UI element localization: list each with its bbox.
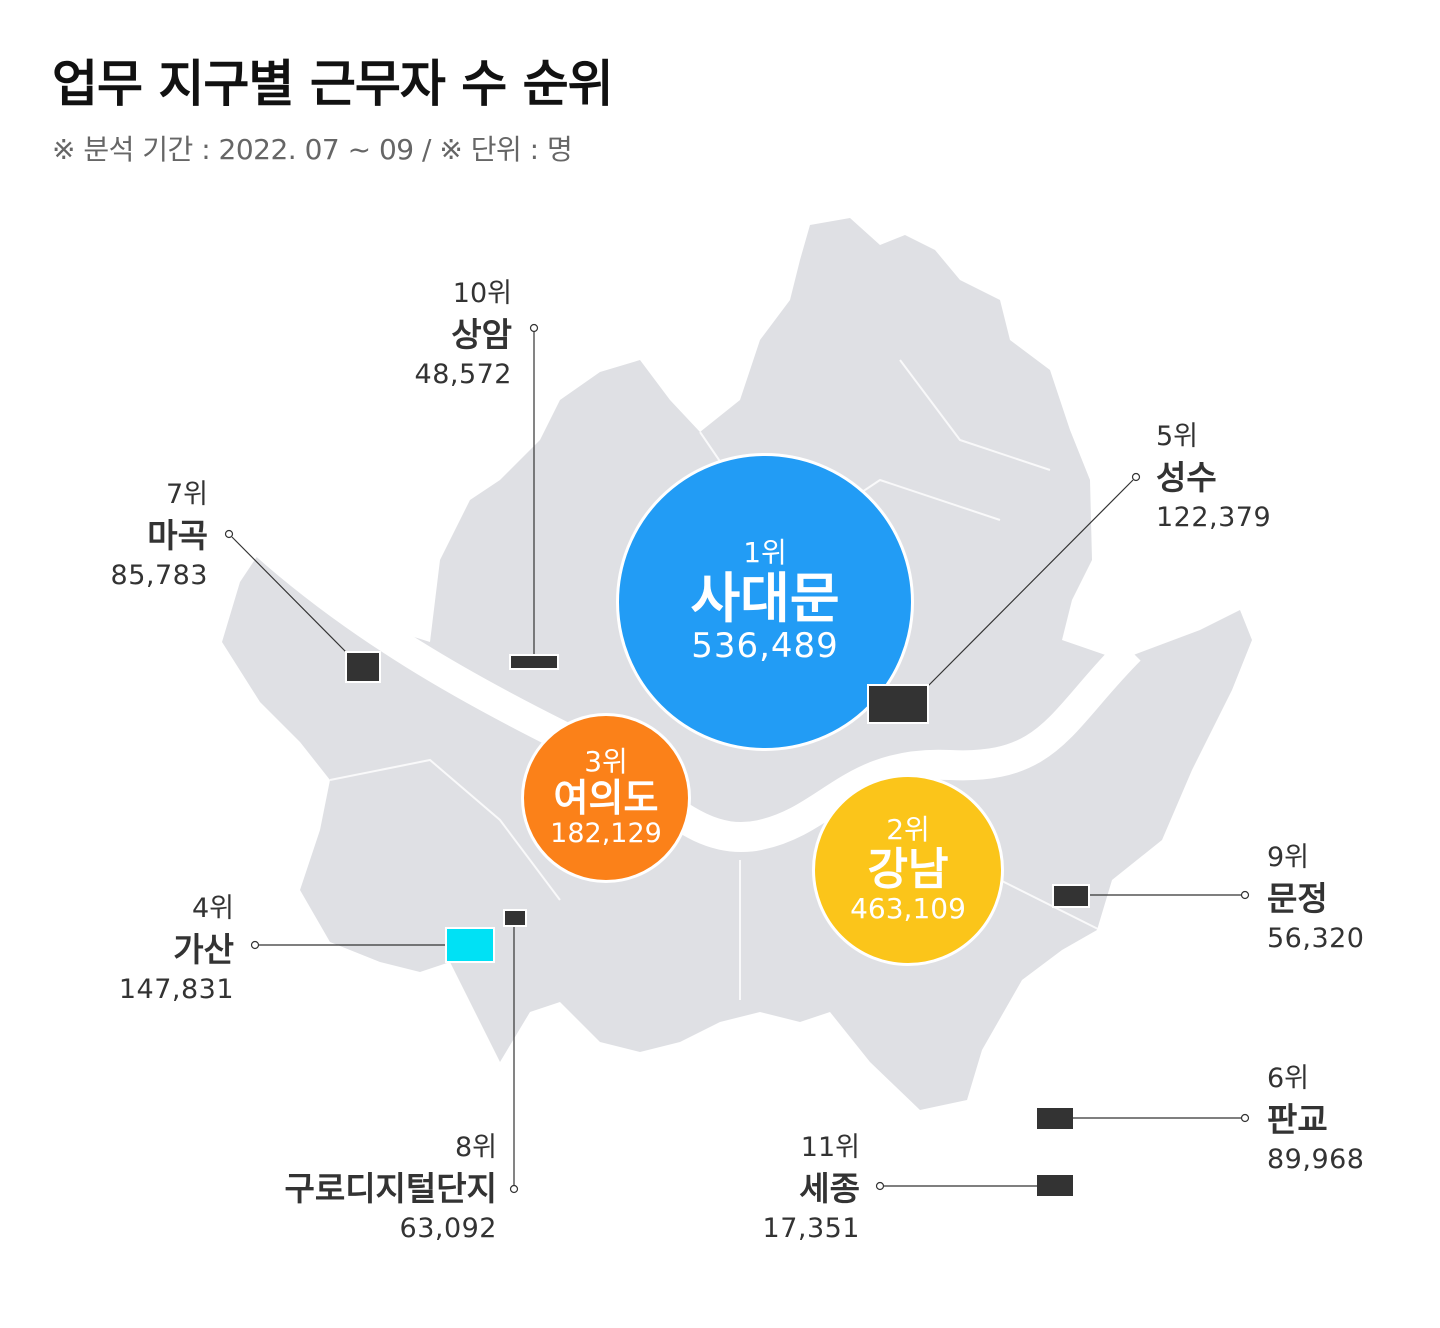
label-magok: 7위 마곡 85,783 bbox=[110, 479, 208, 591]
label-sangam: 10위 상암 48,572 bbox=[414, 278, 512, 390]
han-river bbox=[249, 528, 1141, 852]
marker-sejong bbox=[1037, 1175, 1073, 1196]
dot-pangyo bbox=[1240, 1113, 1250, 1123]
marker-guro bbox=[503, 909, 527, 927]
dot-seongsu bbox=[1131, 472, 1141, 482]
dot-sangam bbox=[529, 323, 539, 333]
subtitle: ※ 분석 기간 : 2022. 07 ~ 09 / ※ 단위 : 명 bbox=[52, 133, 573, 166]
dot-munjeong bbox=[1240, 890, 1250, 900]
label-sejong: 11위 세종 17,351 bbox=[762, 1132, 860, 1244]
dot-guro bbox=[509, 1184, 519, 1194]
leader-lines bbox=[231, 331, 1241, 1187]
dot-gasan bbox=[250, 940, 260, 950]
bubble-rank3: 3위 여의도 182,129 bbox=[521, 713, 691, 883]
marker-seongsu bbox=[867, 684, 929, 724]
marker-magok bbox=[345, 651, 381, 683]
marker-pangyo bbox=[1037, 1108, 1073, 1129]
marker-munjeong bbox=[1052, 884, 1090, 908]
dot-sejong bbox=[875, 1181, 885, 1191]
marker-sangam bbox=[509, 654, 559, 670]
page-title: 업무 지구별 근무자 수 순위 bbox=[52, 55, 614, 113]
label-munjeong: 9위 문정 56,320 bbox=[1267, 842, 1365, 954]
bubble-rank1: 1위 사대문 536,489 bbox=[616, 453, 914, 751]
leader-dots bbox=[224, 323, 1250, 1194]
dot-magok bbox=[224, 529, 234, 539]
label-seongsu: 5위 성수 122,379 bbox=[1156, 421, 1272, 533]
marker-gasan bbox=[445, 927, 495, 963]
label-gasan: 4위 가산 147,831 bbox=[118, 893, 234, 1005]
label-pangyo: 6위 판교 89,968 bbox=[1267, 1063, 1365, 1175]
bubble-rank2: 2위 강남 463,109 bbox=[812, 774, 1004, 966]
label-guro: 8위 구로디지털단지 63,092 bbox=[284, 1132, 497, 1244]
